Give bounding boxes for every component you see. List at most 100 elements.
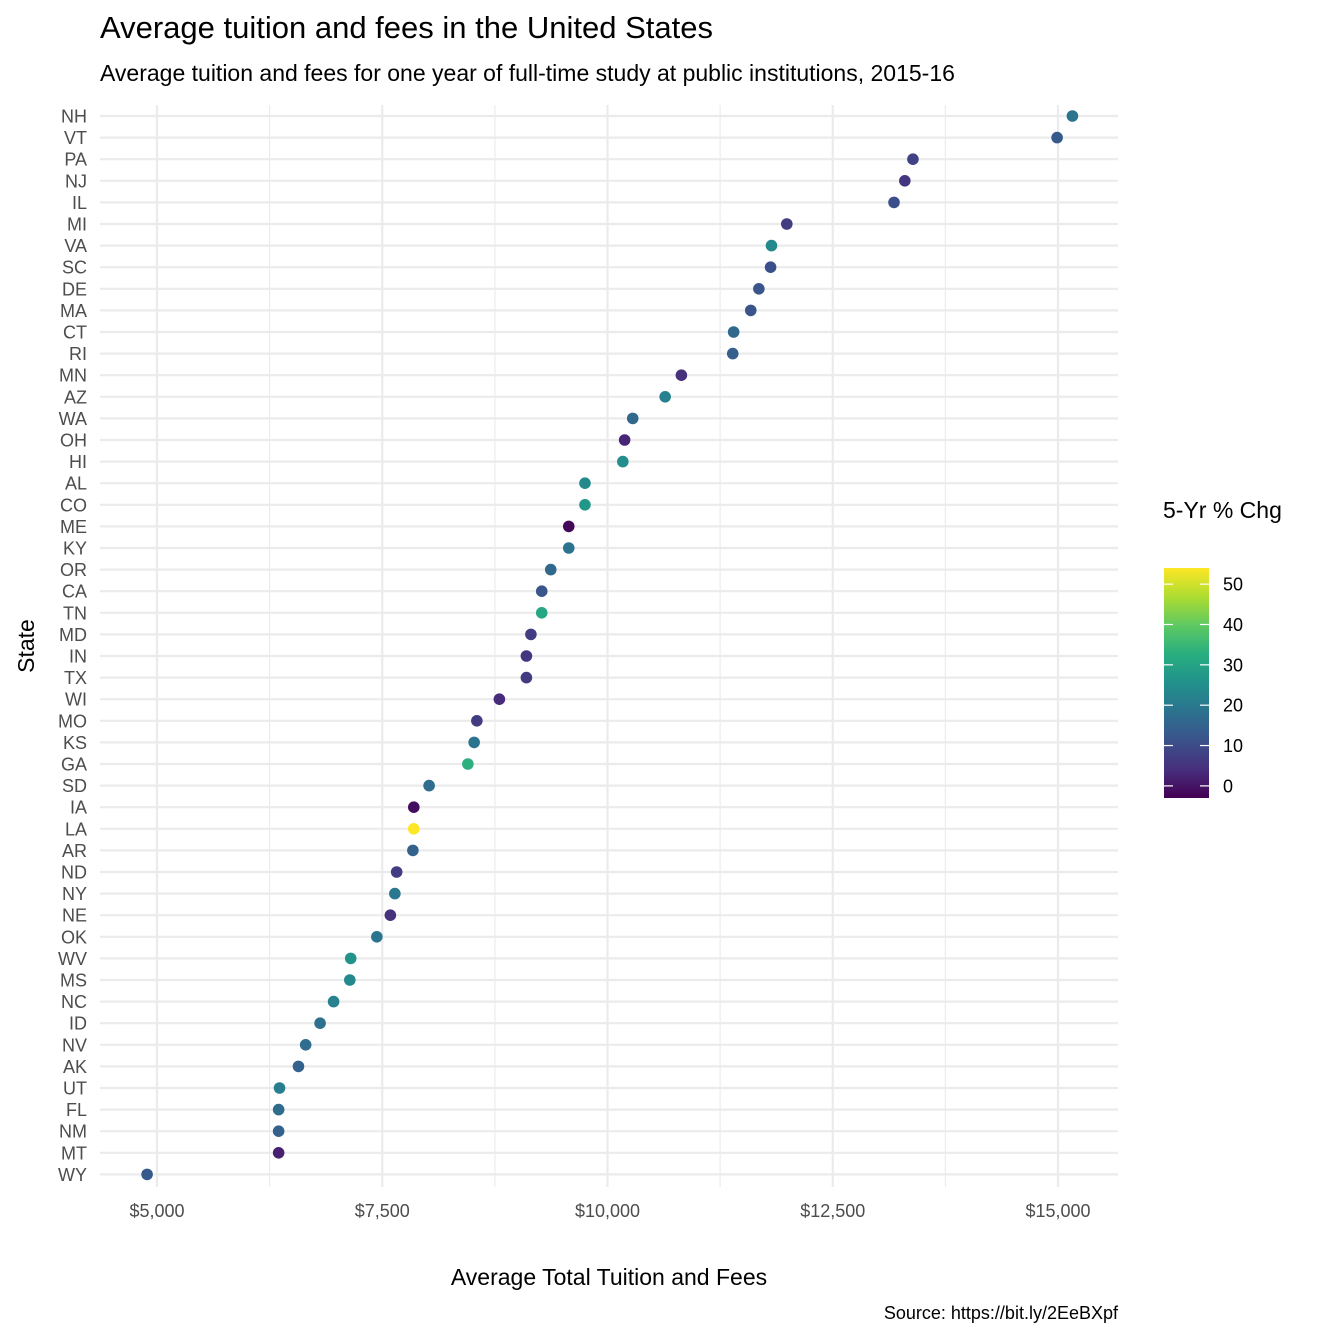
y-tick-label: AL — [65, 474, 87, 494]
data-point-tx — [520, 671, 533, 684]
y-tick-label: SD — [62, 776, 87, 796]
data-point-ak — [292, 1060, 305, 1073]
data-point-pa — [907, 153, 919, 165]
data-point-mt — [272, 1147, 285, 1159]
legend-tick-label: 10 — [1223, 736, 1243, 756]
data-point-sc — [764, 261, 777, 274]
data-point-wi — [493, 693, 506, 705]
data-points — [141, 110, 1079, 1181]
y-tick-label: HI — [69, 452, 87, 472]
y-tick-label: WA — [59, 409, 87, 429]
y-axis-title: State — [13, 619, 39, 673]
y-tick-label: UT — [63, 1079, 87, 1099]
y-tick-label: NM — [59, 1122, 87, 1142]
y-tick-label: OK — [61, 927, 87, 947]
y-tick-label: MO — [58, 711, 87, 731]
data-point-hi — [617, 455, 629, 468]
legend-tick-label: 0 — [1223, 776, 1233, 796]
y-axis-tick-labels: NHVTPANJILMIVASCDEMACTRIMNAZWAOHHIALCOME… — [58, 107, 87, 1185]
data-point-mi — [780, 218, 793, 230]
legend-tick-label: 40 — [1223, 615, 1243, 635]
y-tick-label: LA — [65, 819, 87, 839]
data-point-me — [562, 520, 575, 533]
data-point-nc — [327, 995, 340, 1008]
data-point-tn — [535, 607, 548, 619]
data-point-de — [753, 283, 765, 295]
legend-ticks: 0 10 20 30 40 50 — [1164, 575, 1243, 796]
y-tick-label: CA — [62, 582, 87, 602]
y-tick-label: MT — [61, 1143, 87, 1163]
y-tick-label: AZ — [64, 387, 87, 407]
data-point-la — [407, 823, 420, 835]
data-point-nj — [899, 175, 911, 187]
y-tick-label: ME — [60, 517, 87, 537]
chart-title: Average tuition and fees in the United S… — [100, 10, 713, 45]
y-tick-label: IA — [70, 798, 87, 818]
y-tick-label: MN — [59, 366, 87, 386]
y-tick-label: TN — [63, 603, 87, 623]
y-tick-label: PA — [64, 150, 87, 170]
data-point-nv — [299, 1039, 312, 1051]
y-tick-label: RI — [69, 344, 87, 364]
data-point-in — [520, 650, 533, 662]
data-point-fl — [272, 1103, 285, 1116]
data-point-ca — [535, 585, 548, 597]
data-point-sd — [423, 779, 435, 792]
x-tick-label: $7,500 — [355, 1201, 410, 1221]
x-axis-title: Average Total Tuition and Fees — [451, 1264, 767, 1290]
data-point-ks — [468, 736, 480, 749]
data-point-nd — [390, 866, 403, 878]
legend-tick-label: 50 — [1223, 575, 1243, 595]
y-tick-label: ND — [61, 863, 87, 883]
y-tick-label: MD — [59, 625, 87, 645]
y-tick-label: KS — [63, 733, 87, 753]
data-point-oh — [618, 434, 631, 446]
data-point-id — [314, 1017, 326, 1029]
y-tick-label: OH — [60, 431, 87, 451]
data-point-ma — [744, 304, 757, 317]
data-point-va — [765, 239, 778, 252]
x-tick-label: $12,500 — [800, 1201, 865, 1221]
data-point-ky — [562, 542, 575, 554]
legend-tick-label: 20 — [1223, 696, 1243, 716]
x-tick-label: $10,000 — [575, 1201, 640, 1221]
data-point-md — [525, 628, 537, 641]
legend-tick-label: 30 — [1223, 655, 1243, 675]
data-point-ms — [344, 974, 356, 986]
x-tick-label: $15,000 — [1025, 1201, 1090, 1221]
data-point-mo — [471, 715, 483, 727]
y-tick-label: MS — [60, 971, 87, 991]
y-tick-label: NJ — [65, 171, 87, 191]
data-point-ny — [389, 887, 401, 900]
y-tick-label: MI — [67, 215, 87, 235]
y-tick-label: WY — [58, 1165, 87, 1185]
data-point-wa — [626, 412, 639, 425]
y-tick-label: ID — [69, 1014, 87, 1034]
data-point-az — [659, 391, 671, 403]
y-tick-label: MA — [60, 301, 87, 321]
data-point-ut — [273, 1082, 286, 1094]
x-axis-tick-labels: $5,000 $7,500 $10,000 $12,500 $15,000 — [129, 1201, 1090, 1221]
data-point-co — [579, 499, 591, 511]
y-tick-label: IL — [72, 193, 87, 213]
y-tick-label: VA — [64, 236, 87, 256]
y-tick-label: WI — [65, 690, 87, 710]
data-point-ri — [726, 347, 739, 360]
y-tick-label: AK — [63, 1057, 87, 1077]
y-tick-label: KY — [63, 539, 87, 559]
source-caption: Source: https://bit.ly/2EeBXpf — [883, 1303, 1118, 1323]
y-tick-label: NY — [62, 884, 87, 904]
legend-title: 5-Yr % Chg — [1163, 497, 1282, 523]
data-point-wy — [141, 1168, 153, 1181]
grid-lines — [100, 105, 1118, 1187]
data-point-ar — [407, 844, 419, 857]
data-point-il — [888, 196, 900, 209]
data-point-vt — [1051, 131, 1063, 144]
data-point-ct — [727, 326, 740, 338]
y-tick-label: IN — [69, 647, 87, 667]
y-tick-label: DE — [62, 279, 87, 299]
chart-subtitle: Average tuition and fees for one year of… — [100, 60, 955, 86]
y-tick-label: NC — [61, 992, 87, 1012]
data-point-mn — [675, 369, 688, 382]
